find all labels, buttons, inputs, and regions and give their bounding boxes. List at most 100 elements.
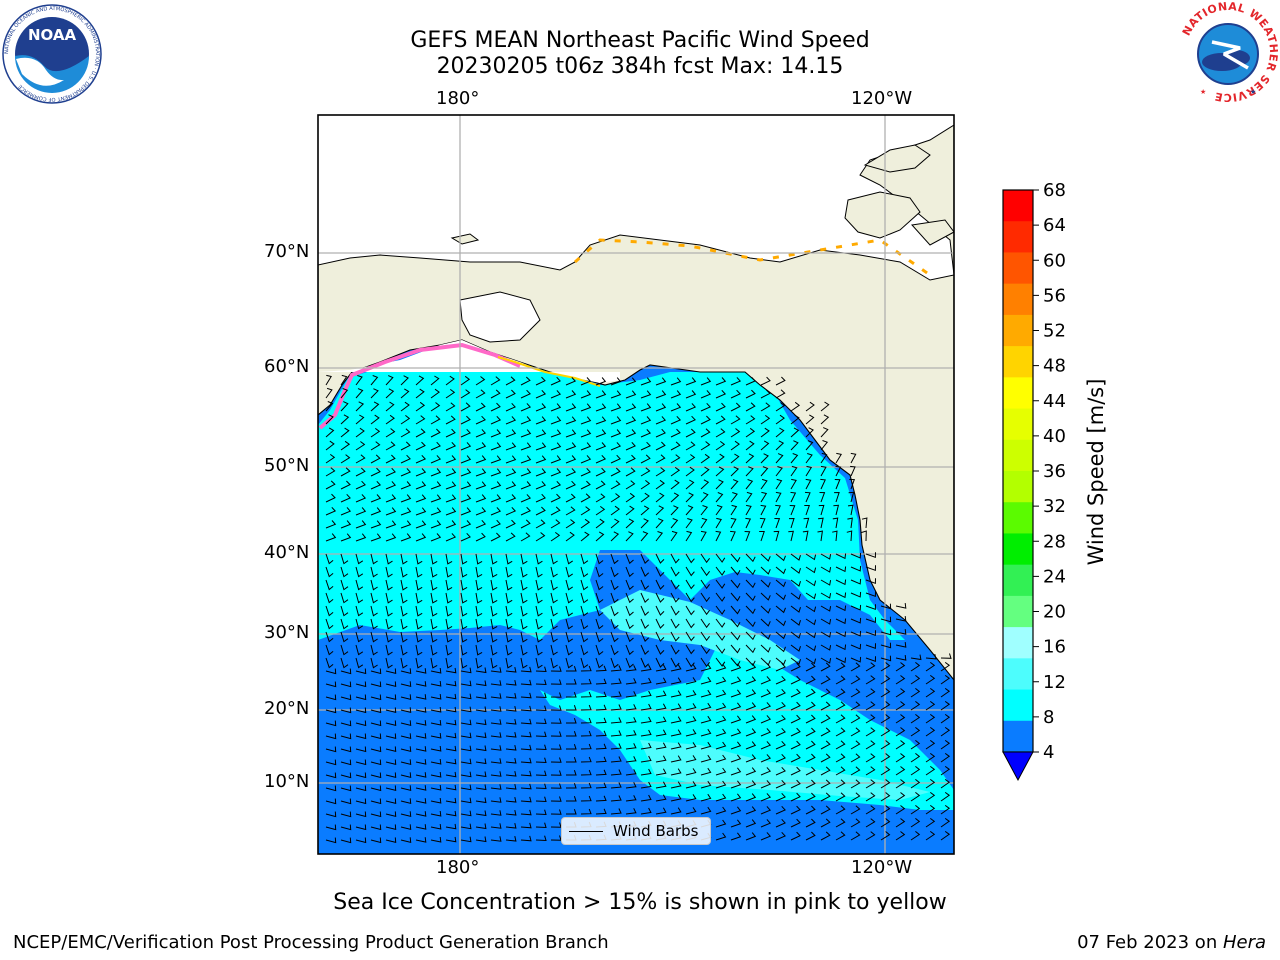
wind-barb: [445, 823, 457, 830]
wind-barb: [490, 402, 501, 412]
wind-barb: [460, 719, 472, 726]
wind-barb: [655, 631, 665, 642]
colorbar-tick-label: 60: [1043, 250, 1066, 271]
wind-barb: [700, 579, 710, 590]
wind-barb: [895, 727, 906, 737]
wind-barb: [535, 455, 547, 464]
wind-barb: [670, 677, 682, 685]
wind-barb: [505, 644, 513, 656]
wind-barb: [370, 785, 382, 792]
wind-barb: [340, 837, 352, 844]
wind-barb: [700, 618, 710, 629]
wind-barb: [565, 566, 573, 578]
wind-barb: [790, 779, 801, 789]
wind-barb: [685, 566, 695, 577]
sea-ice-edge: [318, 342, 521, 430]
wind-barb: [490, 706, 502, 712]
wind-barb: [385, 494, 397, 503]
wind-barb: [505, 770, 517, 777]
wind-barb: [895, 753, 906, 763]
wind-barb: [745, 631, 756, 641]
wind-barb: [790, 414, 800, 425]
wind-barb: [415, 468, 427, 477]
wind-barb: [760, 702, 772, 711]
wind-barb: [805, 657, 817, 665]
wind-barb: [775, 644, 786, 653]
wind-barb: [745, 402, 756, 412]
wind-barb: [865, 552, 876, 559]
wind-barb: [745, 780, 757, 789]
wind-barb: [730, 657, 741, 667]
wind-barb: [325, 387, 333, 399]
wind-barb: [895, 740, 906, 750]
wind-barb: [850, 753, 861, 763]
wind-barb: [340, 657, 349, 669]
wind-barb: [475, 415, 486, 425]
wind-barb: [550, 506, 561, 516]
wind-barb: [550, 809, 562, 815]
wind-barb: [820, 566, 832, 573]
wind-barb: [880, 655, 892, 662]
wind-barb: [700, 657, 710, 668]
wind-barb: [520, 644, 528, 656]
wind-barb: [625, 657, 634, 669]
wind-barb: [820, 618, 832, 625]
wind-barb: [940, 817, 951, 828]
wind-barb: [700, 754, 712, 763]
wind-barb: [340, 440, 351, 451]
wind-barb: [505, 631, 513, 643]
wind-barb: [805, 714, 816, 724]
wind-barb: [445, 784, 457, 791]
wind-barb: [685, 618, 695, 629]
wind-barb: [385, 720, 397, 727]
wind-barb: [715, 592, 726, 602]
wind-barb: [745, 663, 757, 672]
wind-barb: [670, 781, 682, 789]
wind-barb: [715, 389, 727, 399]
wind-barb: [775, 631, 786, 640]
wind-barb: [430, 797, 442, 804]
wind-barb: [850, 591, 862, 598]
speed-region-8-12: [318, 352, 905, 640]
wind-barb: [775, 688, 786, 698]
wind-barb: [415, 553, 423, 565]
wind-barb: [655, 492, 665, 503]
wind-barb: [775, 427, 785, 438]
wind-barb: [760, 631, 771, 640]
wind-barb: [730, 592, 741, 602]
wind-barb: [790, 805, 801, 815]
wind-barb: [802, 530, 809, 542]
wind-barb: [700, 605, 710, 616]
wind-barb: [325, 707, 337, 714]
wind-barb: [520, 744, 532, 751]
wind-barb: [565, 531, 575, 542]
wind-barb: [760, 644, 771, 653]
wind-barb: [505, 592, 513, 604]
wind-barb: [535, 796, 547, 803]
wind-barb: [790, 618, 801, 626]
wind-barb: [505, 666, 517, 673]
wind-barb: [820, 701, 831, 711]
wind-barb: [910, 805, 921, 815]
wind-barb: [790, 453, 799, 464]
colorbar-tick-label: 20: [1043, 602, 1066, 623]
wind-barb: [700, 402, 711, 412]
wind-barb: [580, 678, 592, 685]
wind-barb: [835, 644, 847, 651]
wind-barb: [415, 824, 427, 830]
wind-barb: [835, 688, 846, 698]
footer-branch: NCEP/EMC/Verification Post Processing Pr…: [13, 932, 609, 953]
wind-barb: [505, 566, 513, 578]
wind-barb: [340, 694, 352, 701]
wind-barb: [730, 793, 742, 802]
wind-barb: [355, 657, 364, 669]
wind-barb: [325, 824, 337, 831]
wind-barb: [595, 553, 604, 565]
wind-barb: [580, 553, 589, 565]
wind-barb: [820, 805, 831, 815]
colorbar-tick-label: 36: [1043, 461, 1066, 482]
wind-barb: [625, 429, 637, 438]
legend-barb-line: [569, 831, 603, 832]
wind-barb: [566, 757, 577, 763]
